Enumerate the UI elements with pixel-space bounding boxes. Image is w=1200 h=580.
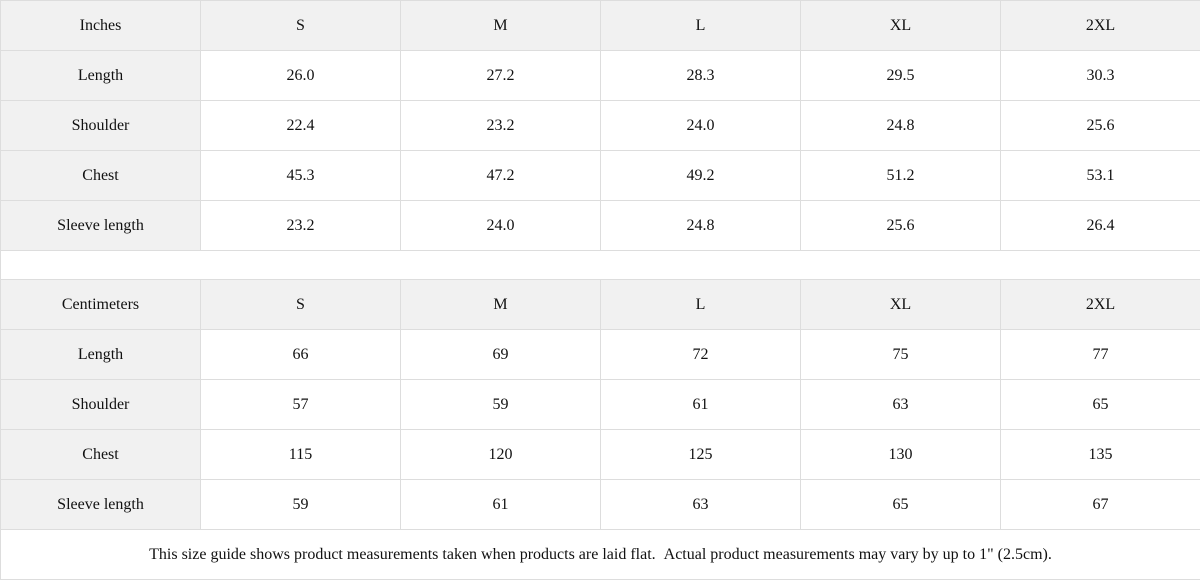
- value-cell: 22.4: [200, 100, 401, 151]
- size-header-cell: S: [200, 279, 401, 330]
- table-row: Chest 115 120 125 130 135: [0, 429, 1200, 480]
- row-label-cell: Chest: [0, 150, 201, 201]
- value-cell: 24.0: [600, 100, 801, 151]
- value-cell: 135: [1000, 429, 1200, 480]
- row-label-cell: Sleeve length: [0, 479, 201, 530]
- value-cell: 63: [800, 379, 1001, 430]
- value-cell: 49.2: [600, 150, 801, 201]
- value-cell: 61: [600, 379, 801, 430]
- value-cell: 75: [800, 329, 1001, 380]
- centimeters-header-row: Centimeters S M L XL 2XL: [0, 279, 1200, 330]
- table-row: Chest 45.3 47.2 49.2 51.2 53.1: [0, 150, 1200, 201]
- value-cell: 63: [600, 479, 801, 530]
- table-row: Sleeve length 59 61 63 65 67: [0, 479, 1200, 530]
- size-header-cell: L: [600, 0, 801, 51]
- value-cell: 59: [400, 379, 601, 430]
- value-cell: 26.0: [200, 50, 401, 101]
- value-cell: 23.2: [200, 200, 401, 251]
- spacer-cell: [0, 250, 1200, 280]
- size-header-cell: M: [400, 0, 601, 51]
- row-label-cell: Length: [0, 329, 201, 380]
- inches-header-row: Inches S M L XL 2XL: [0, 0, 1200, 51]
- unit-header-cell: Centimeters: [0, 279, 201, 330]
- value-cell: 28.3: [600, 50, 801, 101]
- section-spacer-row: [0, 250, 1200, 280]
- row-label-cell: Shoulder: [0, 100, 201, 151]
- footer-note-row: This size guide shows product measuremen…: [0, 529, 1200, 580]
- size-header-cell: XL: [800, 0, 1001, 51]
- value-cell: 51.2: [800, 150, 1001, 201]
- value-cell: 24.0: [400, 200, 601, 251]
- value-cell: 66: [200, 329, 401, 380]
- table-row: Shoulder 57 59 61 63 65: [0, 379, 1200, 430]
- size-header-cell: L: [600, 279, 801, 330]
- value-cell: 29.5: [800, 50, 1001, 101]
- value-cell: 72: [600, 329, 801, 380]
- table-row: Sleeve length 23.2 24.0 24.8 25.6 26.4: [0, 200, 1200, 251]
- value-cell: 69: [400, 329, 601, 380]
- value-cell: 27.2: [400, 50, 601, 101]
- size-header-cell: M: [400, 279, 601, 330]
- size-header-cell: 2XL: [1000, 0, 1200, 51]
- size-header-cell: S: [200, 0, 401, 51]
- row-label-cell: Length: [0, 50, 201, 101]
- footer-note: This size guide shows product measuremen…: [0, 529, 1200, 580]
- value-cell: 61: [400, 479, 601, 530]
- value-cell: 77: [1000, 329, 1200, 380]
- table-row: Length 66 69 72 75 77: [0, 329, 1200, 380]
- value-cell: 47.2: [400, 150, 601, 201]
- value-cell: 25.6: [1000, 100, 1200, 151]
- table-row: Shoulder 22.4 23.2 24.0 24.8 25.6: [0, 100, 1200, 151]
- value-cell: 59: [200, 479, 401, 530]
- value-cell: 25.6: [800, 200, 1001, 251]
- value-cell: 24.8: [600, 200, 801, 251]
- size-header-cell: 2XL: [1000, 279, 1200, 330]
- value-cell: 115: [200, 429, 401, 480]
- row-label-cell: Sleeve length: [0, 200, 201, 251]
- row-label-cell: Shoulder: [0, 379, 201, 430]
- value-cell: 23.2: [400, 100, 601, 151]
- value-cell: 26.4: [1000, 200, 1200, 251]
- value-cell: 30.3: [1000, 50, 1200, 101]
- unit-header-cell: Inches: [0, 0, 201, 51]
- value-cell: 125: [600, 429, 801, 480]
- value-cell: 120: [400, 429, 601, 480]
- table-row: Length 26.0 27.2 28.3 29.5 30.3: [0, 50, 1200, 101]
- value-cell: 53.1: [1000, 150, 1200, 201]
- value-cell: 65: [1000, 379, 1200, 430]
- value-cell: 24.8: [800, 100, 1001, 151]
- row-label-cell: Chest: [0, 429, 201, 480]
- value-cell: 45.3: [200, 150, 401, 201]
- value-cell: 130: [800, 429, 1001, 480]
- size-header-cell: XL: [800, 279, 1001, 330]
- value-cell: 57: [200, 379, 401, 430]
- value-cell: 65: [800, 479, 1001, 530]
- value-cell: 67: [1000, 479, 1200, 530]
